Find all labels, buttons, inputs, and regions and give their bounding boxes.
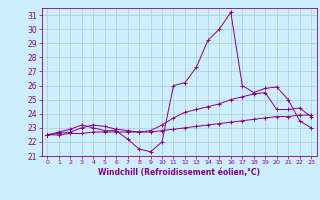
X-axis label: Windchill (Refroidissement éolien,°C): Windchill (Refroidissement éolien,°C) bbox=[98, 168, 260, 177]
